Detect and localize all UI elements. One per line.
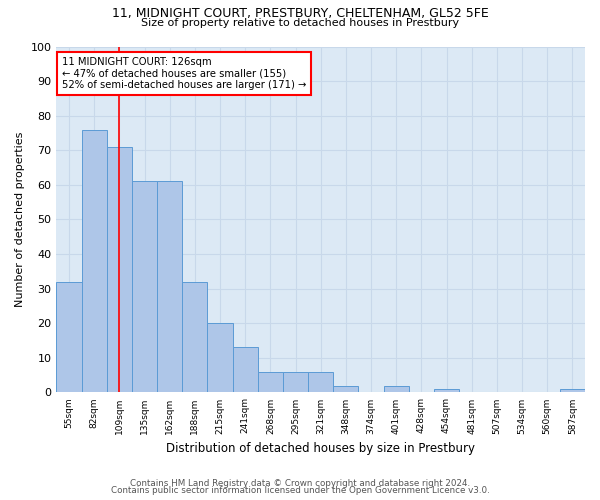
Text: 11, MIDNIGHT COURT, PRESTBURY, CHELTENHAM, GL52 5FE: 11, MIDNIGHT COURT, PRESTBURY, CHELTENHA… [112, 8, 488, 20]
Bar [82, 130, 107, 392]
Bar [157, 182, 182, 392]
Bar [560, 389, 585, 392]
Bar [258, 372, 283, 392]
Text: Size of property relative to detached houses in Prestbury: Size of property relative to detached ho… [141, 18, 459, 28]
Bar [233, 348, 258, 393]
Y-axis label: Number of detached properties: Number of detached properties [15, 132, 25, 307]
Bar [283, 372, 308, 392]
Text: Contains public sector information licensed under the Open Government Licence v3: Contains public sector information licen… [110, 486, 490, 495]
Bar [434, 389, 459, 392]
Bar [308, 372, 333, 392]
Bar [208, 323, 233, 392]
Text: 11 MIDNIGHT COURT: 126sqm
← 47% of detached houses are smaller (155)
52% of semi: 11 MIDNIGHT COURT: 126sqm ← 47% of detac… [62, 57, 306, 90]
Bar [107, 147, 132, 392]
Bar [333, 386, 358, 392]
X-axis label: Distribution of detached houses by size in Prestbury: Distribution of detached houses by size … [166, 442, 475, 455]
Bar [182, 282, 208, 393]
Bar [56, 282, 82, 393]
Text: Contains HM Land Registry data © Crown copyright and database right 2024.: Contains HM Land Registry data © Crown c… [130, 478, 470, 488]
Bar [132, 182, 157, 392]
Bar [383, 386, 409, 392]
